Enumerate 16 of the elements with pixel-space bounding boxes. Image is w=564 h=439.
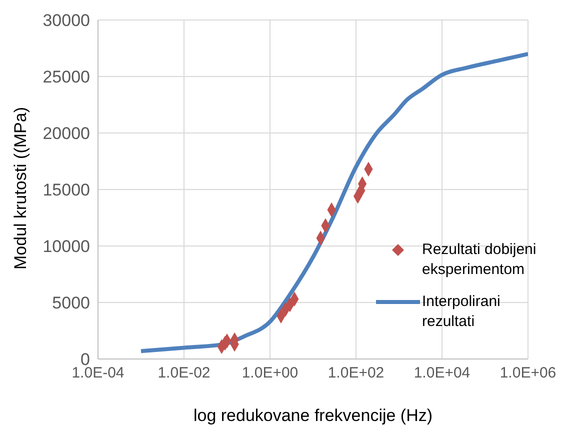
x-tick-label: 1.0E-02: [158, 364, 210, 382]
y-tick-label: 10000: [42, 237, 90, 256]
x-axis-title: log redukovane frekvencije (Hz): [193, 406, 433, 425]
y-tick-label: 25000: [42, 68, 90, 87]
x-tick-label: 1.0E+04: [414, 364, 470, 382]
x-tick-label: 1.0E+02: [328, 364, 384, 382]
y-tick-label: 20000: [42, 124, 90, 144]
legend-label: Rezultati dobijeni eksperimentom: [422, 240, 538, 280]
y-tick-label: 5000: [52, 294, 90, 313]
x-tick-label: 1.0E-04: [72, 364, 124, 382]
y-axis-title: Modul krutosti ((MPa): [11, 107, 30, 270]
legend-label: Interpolirani rezultati: [422, 292, 502, 332]
x-tick-label: 1.0E+00: [242, 364, 298, 382]
y-tick-label: 30000: [42, 11, 90, 30]
y-tick-label: 15000: [42, 180, 90, 200]
x-tick-label: 1.0E+06: [500, 364, 556, 382]
